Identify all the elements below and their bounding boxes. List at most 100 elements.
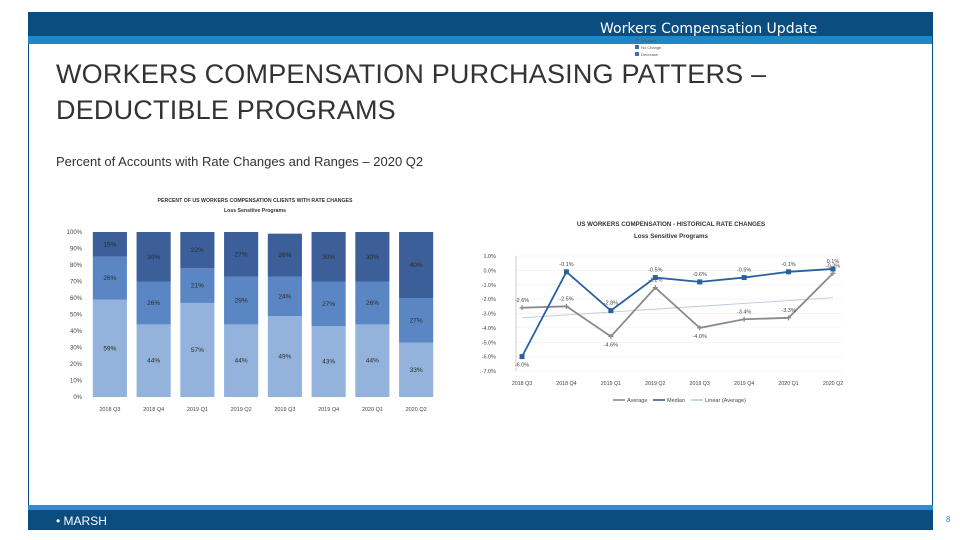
page-number: 8 <box>946 515 951 524</box>
bar-segment <box>180 232 215 269</box>
bar-segment <box>355 281 390 325</box>
bottom-banner <box>28 510 933 530</box>
line-x-tick-label: 2019 Q1 <box>601 381 621 387</box>
bar-segment <box>355 324 390 397</box>
line-data-label: -3.3% <box>781 308 795 314</box>
line-data-label: -2.5% <box>559 296 573 302</box>
header-mini-legend: Increase No Change Decrease <box>635 37 661 58</box>
slide-title: WORKERS COMPENSATION PURCHASING PATTERS … <box>56 59 767 125</box>
line-x-tick-label: 2019 Q3 <box>690 381 710 387</box>
bar-segment <box>92 299 127 397</box>
bar-y-tick-label: 30% <box>70 346 83 352</box>
mini-legend-item: Increase <box>635 37 661 44</box>
bar-segment <box>311 281 346 327</box>
bar-data-label: 30% <box>366 254 379 261</box>
line-data-label: -4.0% <box>693 334 707 340</box>
line-data-label: -0.1% <box>781 262 795 268</box>
bar-segment <box>267 316 302 397</box>
line-y-tick-label: -3.0% <box>482 312 496 318</box>
median-point <box>697 279 703 285</box>
average-point <box>519 305 525 311</box>
median-point <box>741 275 747 281</box>
bar-data-label: 44% <box>235 358 248 365</box>
median-point <box>519 354 525 360</box>
line-data-label: -0.6% <box>693 272 707 278</box>
bar-data-label: 57% <box>191 347 204 354</box>
bar-x-tick-label: 2018 Q4 <box>143 407 164 413</box>
bar-y-tick-label: 80% <box>70 263 83 269</box>
bar-data-label: 59% <box>103 345 116 352</box>
average-point <box>741 316 747 322</box>
bar-y-tick-label: 70% <box>70 280 83 286</box>
line-y-tick-label: -1.0% <box>482 283 496 289</box>
bar-y-tick-label: 50% <box>70 313 83 319</box>
bar-data-label: 26% <box>147 300 160 307</box>
median-point <box>563 269 569 275</box>
bar-segment <box>311 326 346 397</box>
bar-data-label: 24% <box>278 293 291 300</box>
line-data-label: 0.1% <box>827 259 840 265</box>
bar-x-tick-label: 2020 Q2 <box>406 407 427 413</box>
bar-y-tick-label: 0% <box>73 395 82 401</box>
bar-segment <box>399 232 434 298</box>
bar-data-label: 15% <box>103 241 116 248</box>
line-data-label: -3.4% <box>737 309 751 315</box>
bar-segment <box>399 298 434 343</box>
bar-data-label: 44% <box>147 358 160 365</box>
bar-y-tick-label: 40% <box>70 329 83 335</box>
bar-data-label: 49% <box>278 354 291 361</box>
bar-segment <box>224 324 259 397</box>
average-point <box>786 315 792 321</box>
bar-y-tick-label: 10% <box>70 379 83 385</box>
line-data-label: -1.2% <box>648 278 662 284</box>
line-data-label: -0.1% <box>559 262 573 268</box>
bar-data-label: 29% <box>235 297 248 304</box>
line-data-label: -2.6% <box>515 298 529 304</box>
line-data-label: -0.5% <box>737 268 751 274</box>
header-label: Workers Compensation Update <box>600 21 818 37</box>
line-data-label: -0.2% <box>826 263 840 269</box>
bar-segment <box>136 324 171 397</box>
average-point <box>830 270 836 276</box>
right-border <box>932 12 933 514</box>
line-y-tick-label: -4.0% <box>482 326 496 332</box>
bar-data-label: 44% <box>366 358 379 365</box>
bar-x-tick-label: 2019 Q3 <box>274 407 295 413</box>
bar-y-tick-label: 20% <box>70 362 83 368</box>
median-point <box>830 266 836 272</box>
series-line-average <box>521 272 834 338</box>
bar-data-label: 30% <box>147 254 160 261</box>
bar-data-label: 27% <box>322 301 335 308</box>
left-border <box>28 44 29 514</box>
bar-data-label: 33% <box>410 367 423 374</box>
bar-segment <box>399 342 434 397</box>
line-x-tick-label: 2018 Q4 <box>556 381 576 387</box>
line-chart-subtitle: Loss Sensitive Programs <box>634 233 708 240</box>
bar-segment <box>224 232 259 277</box>
bar-x-tick-label: 2019 Q2 <box>231 407 252 413</box>
bar-x-tick-label: 2018 Q3 <box>99 407 120 413</box>
line-y-tick-label: -2.0% <box>482 297 496 303</box>
slide-subtitle: Percent of Accounts with Rate Changes an… <box>56 154 424 169</box>
bar-data-label: 21% <box>191 283 204 290</box>
line-y-tick-label: -6.0% <box>482 355 496 361</box>
bar-segment <box>267 276 302 317</box>
line-x-tick-label: 2019 Q2 <box>645 381 665 387</box>
bar-x-tick-label: 2020 Q1 <box>362 407 383 413</box>
line-y-tick-label: -7.0% <box>482 369 496 375</box>
line-y-tick-label: 0.0% <box>483 268 496 274</box>
bar-segment <box>136 232 171 282</box>
footer-brand: • MARSH <box>56 514 107 528</box>
median-point <box>608 308 614 314</box>
bar-y-tick-label: 60% <box>70 296 83 302</box>
bar-segment <box>136 281 171 325</box>
bar-data-label: 27% <box>235 251 248 258</box>
bar-x-tick-label: 2019 Q4 <box>318 407 339 413</box>
bar-data-label: 26% <box>103 275 116 282</box>
top-banner <box>28 12 933 36</box>
rate-change-line-chart: US WORKERS COMPENSATION - HISTORICAL RAT… <box>482 221 844 404</box>
median-point <box>652 275 658 281</box>
bar-x-tick-label: 2019 Q1 <box>187 407 208 413</box>
line-y-tick-label: 1.0% <box>483 254 496 260</box>
bar-chart-title: PERCENT OF US WORKERS COMPENSATION CLIEN… <box>158 198 353 204</box>
